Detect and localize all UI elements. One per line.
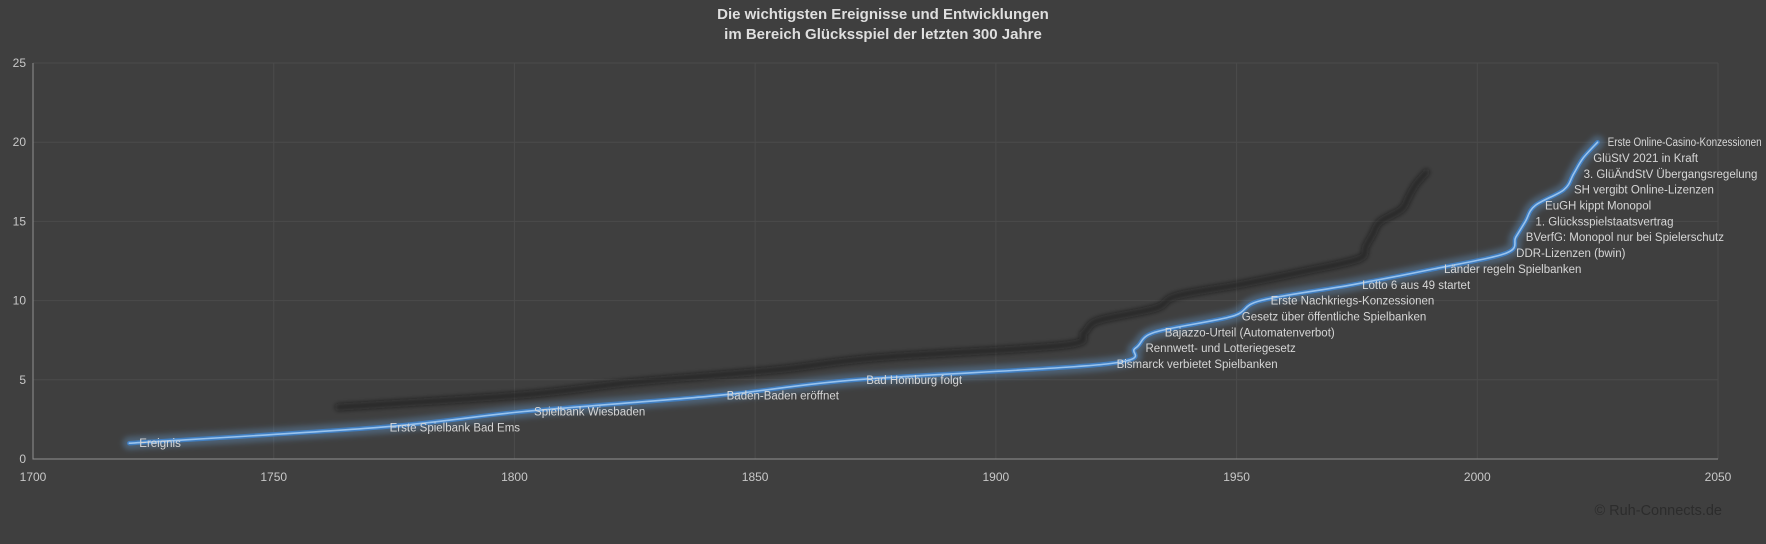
y-tick-10: 10: [13, 294, 27, 308]
x-tick-1850: 1850: [742, 470, 769, 484]
y-tick-20: 20: [13, 135, 27, 149]
y-tick-0: 0: [19, 452, 26, 466]
axis-lines: [32, 63, 1718, 460]
event-label-9: Erste Nachkriegs-Konzessionen: [1271, 296, 1435, 308]
event-label-1: Erste Spielbank Bad Ems: [390, 422, 521, 434]
watermark-text: © Ruh-Connects.de: [1594, 503, 1722, 519]
chart-title: Die wichtigsten Ereignisse und Entwicklu…: [0, 5, 1766, 45]
event-label-10: Lotto 6 aus 49 startet: [1362, 280, 1471, 292]
event-label-16: SH vergibt Online-Lizenzen: [1574, 185, 1714, 197]
event-label-8: Gesetz über öffentliche Spielbanken: [1242, 311, 1427, 323]
event-label-0: Ereignis: [139, 438, 181, 450]
event-label-12: DDR-Lizenzen (bwin): [1516, 248, 1625, 260]
x-tick-1900: 1900: [983, 470, 1010, 484]
event-label-17: 3. GlüÄndStV Übergangsregelung: [1584, 169, 1758, 181]
event-labels: Ereignis Erste Spielbank Bad Ems Spielbank…: [139, 137, 1761, 450]
event-label-19: Erste Online-Casino-Konzessionen: [1608, 137, 1762, 149]
event-label-7: Bajazzo-Urteil (Automatenverbot): [1165, 327, 1335, 339]
x-tick-1750: 1750: [260, 470, 287, 484]
x-tick-1800: 1800: [501, 470, 528, 484]
chart-title-line1: Die wichtigsten Ereignisse und Entwicklu…: [717, 6, 1049, 23]
event-label-13: BVerfG: Monopol nur bei Spielerschutz: [1526, 232, 1724, 244]
x-tick-2050: 2050: [1705, 470, 1732, 484]
x-tick-2000: 2000: [1464, 470, 1491, 484]
y-tick-5: 5: [19, 373, 26, 387]
series-shadow: [334, 168, 1430, 411]
event-label-18: GlüStV 2021 in Kraft: [1593, 153, 1699, 165]
chart-title-line2: im Bereich Glücksspiel der letzten 300 J…: [724, 26, 1042, 43]
series-line: [127, 139, 1600, 446]
series-glow: [122, 135, 1605, 450]
y-tick-15: 15: [13, 214, 27, 228]
x-tick-1950: 1950: [1223, 470, 1250, 484]
event-label-11: Länder regeln Spielbanken: [1444, 264, 1581, 276]
event-label-6: Rennwett- und Lotteriegesetz: [1145, 343, 1295, 355]
event-label-14: 1. Glücksspielstaatsvertrag: [1535, 216, 1673, 228]
axis-tick-labels: 1700 1750 1800 1850 1900 1950 2000 2050 0 5 10 15 20…: [13, 56, 1732, 484]
event-label-5: Bismarck verbietet Spielbanken: [1117, 359, 1278, 371]
event-label-4: Bad Homburg folgt: [866, 375, 963, 387]
event-label-2: Spielbank Wiesbaden: [534, 406, 645, 418]
series-line-core: [128, 141, 1599, 444]
x-tick-1700: 1700: [20, 470, 47, 484]
y-tick-25: 25: [13, 56, 27, 70]
event-label-3: Baden-Baden eröffnet: [727, 391, 840, 403]
event-label-15: EuGH kippt Monopol: [1545, 201, 1651, 213]
